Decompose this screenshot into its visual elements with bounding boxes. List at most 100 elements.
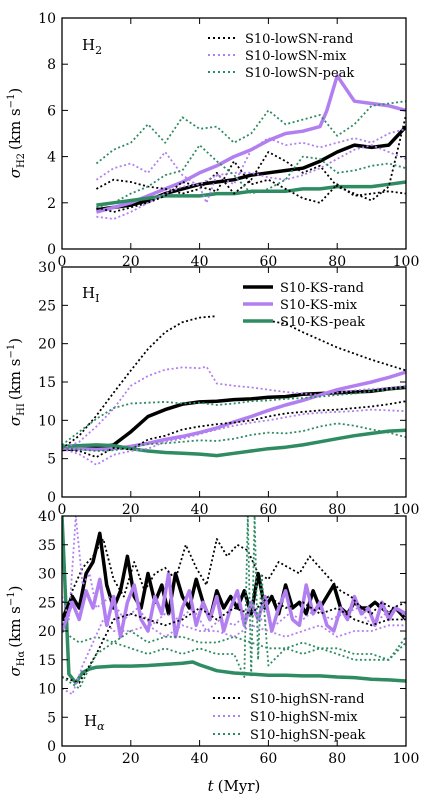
series-line [62,595,406,684]
y-tick-label: 0 [47,739,56,755]
y-tick-label: 40 [38,509,56,525]
ylabel-sup: −1 [6,94,17,109]
ylabel-main: σ [6,665,24,676]
legend-label-ks-peak: S10-KS-peak [280,315,365,330]
series-layer [62,516,406,696]
y-tick-label: 25 [38,298,56,314]
x-tick-label: 0 [58,254,67,270]
y-axis-label-halpha: σHα (km s−1) [6,586,27,677]
species-sub: 2 [95,44,102,57]
species-main: H [82,284,95,302]
ylabel-sub: H2 [16,153,27,168]
x-tick-label: 80 [328,254,346,270]
legend-label-lowsn-peak: S10-lowSN-peak [245,66,354,81]
legend-highsn: S10-highSN-rand S10-highSN-mix S10-highS… [213,692,366,743]
y-tick-label: 5 [47,452,56,468]
x-tick-label: 40 [191,502,209,518]
species-main: H [84,712,97,730]
ylabel-sub: HI [16,403,27,416]
series-line [96,125,406,212]
x-tick-label: 40 [191,751,209,767]
x-tick-label: 60 [259,254,277,270]
x-axis-label: t (Myr) [208,777,261,795]
series-line [62,408,406,466]
plot-frame [61,515,407,747]
series-line [62,618,406,696]
species-sub: α [97,720,105,733]
series-line [62,630,406,690]
species-main: H [82,36,95,54]
y-axis-label-h2: σH2 (km s−1) [6,88,27,179]
series-line [95,128,406,204]
y-tick-label: 0 [47,242,56,258]
x-tick-label: 0 [58,751,67,767]
ylabel-close: ) [6,586,24,592]
series-line [62,422,406,452]
y-tick-label: 25 [38,595,56,611]
series-line [62,516,406,632]
y-tick-label: 2 [47,196,56,212]
y-tick-label: 20 [38,337,56,353]
ylabel-close: ) [6,338,24,344]
y-tick-label: 4 [47,150,56,166]
series-line [96,144,406,220]
y-tick-label: 6 [47,103,56,119]
ylabel-main: σ [6,167,24,178]
y-tick-label: 30 [38,260,56,276]
x-tick-label: 60 [259,751,277,767]
ylabel-unit: (km s [6,108,24,150]
legend-label-ks-mix: S10-KS-mix [280,298,358,313]
series-line [62,516,406,685]
legend-label-lowsn-rand: S10-lowSN-rand [245,32,353,47]
legend-label-highsn-peak: S10-highSN-peak [250,728,366,743]
x-tick-label: 100 [393,751,420,767]
species-label-hi: HI [82,284,99,305]
series-line [95,100,406,165]
x-tick-label: 80 [328,751,346,767]
legend-label-lowsn-mix: S10-lowSN-mix [245,49,347,64]
xlabel-main: t [208,777,215,795]
ylabel-sub: Hα [16,651,27,667]
series-line [62,571,406,639]
ylabel-unit: (km s [6,359,24,401]
series-line [62,315,217,450]
y-tick-label: 10 [38,413,56,429]
x-tick-label: 100 [393,502,420,518]
series-line [62,386,406,446]
ticks-layer: 0 20 40 60 80 100 0 5 10 15 20 25 30 [38,260,419,518]
y-axis-label-hi: σHI (km s−1) [6,338,27,426]
plot-frame [61,17,407,250]
y-tick-label: 35 [38,538,56,554]
series-line [96,144,406,209]
legend-lowsn: S10-lowSN-rand S10-lowSN-mix S10-lowSN-p… [208,32,354,81]
ylabel-unit: (km s [6,606,24,648]
y-tick-label: 30 [38,567,56,583]
ylabel-sup: −1 [6,344,17,359]
legend-label-ks-rand: S10-KS-rand [280,281,364,296]
x-tick-label: 60 [259,502,277,518]
series-line [62,385,406,452]
x-tick-label: 40 [191,254,209,270]
series-line [62,365,406,450]
x-tick-label: 20 [122,751,140,767]
x-tick-label: 20 [122,502,140,518]
species-label-h2: H2 [82,36,102,57]
ylabel-close: ) [6,88,24,94]
x-tick-label: 0 [58,502,67,518]
legend-label-highsn-mix: S10-highSN-mix [250,710,358,725]
species-label-halpha: Hα [84,712,105,733]
series-layer [95,74,406,220]
series-line [62,516,406,678]
x-tick-label: 80 [328,502,346,518]
ylabel-main: σ [6,415,24,426]
y-tick-label: 10 [38,682,56,698]
y-tick-label: 20 [38,624,56,640]
series-line [268,319,406,372]
y-tick-label: 5 [47,710,56,726]
species-sub: I [95,292,99,305]
plot-frame [61,266,407,498]
legend-label-highsn-rand: S10-highSN-rand [250,692,364,707]
